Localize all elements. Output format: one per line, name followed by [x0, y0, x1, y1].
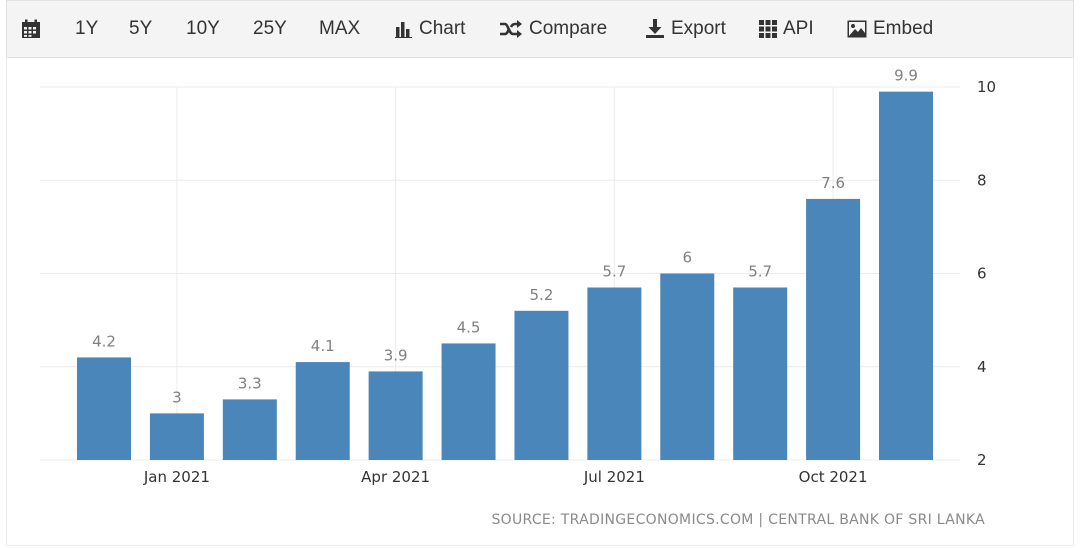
bar-series [77, 91, 933, 461]
toolbar-max-label: MAX [319, 18, 361, 39]
bar-value-label: 6 [682, 249, 692, 267]
toolbar-calendar-button[interactable] [21, 1, 41, 57]
image-icon [847, 20, 873, 38]
bar-chart-icon [395, 20, 419, 38]
chart-area: 4.2 3 3.3 4.1 3.9 4.5 5.2 5.7 6 5.7 7.6 9.9 Jan 202… [0, 58, 1080, 548]
bar[interactable] [441, 343, 496, 460]
toolbar-embed-button[interactable]: Embed [847, 1, 933, 57]
bar-value-label: 4.1 [311, 337, 335, 355]
toolbar-export-label: Export [671, 18, 726, 39]
x-tick-label: Oct 2021 [799, 468, 868, 486]
bar-value-label: 5.7 [602, 262, 626, 280]
toolbar-10y-button[interactable]: 10Y [186, 1, 220, 57]
bar-value-label: 3.9 [384, 346, 408, 364]
bar-value-label: 5.2 [530, 286, 554, 304]
calendar-icon [21, 19, 41, 39]
y-tick-label: 2 [977, 451, 987, 469]
toolbar-25y-label: 25Y [253, 18, 287, 39]
bar[interactable] [368, 371, 423, 460]
x-axis: Jan 2021 Apr 2021 Jul 2021 Oct 2021 [143, 468, 868, 486]
y-axis: 2 4 6 8 10 [977, 78, 996, 469]
bar[interactable] [295, 362, 350, 460]
shuffle-icon [499, 20, 529, 38]
bar[interactable] [222, 399, 277, 460]
y-tick-label: 6 [977, 265, 987, 283]
bar[interactable] [806, 198, 861, 460]
download-icon [645, 19, 671, 39]
bar[interactable] [514, 310, 569, 460]
y-tick-label: 8 [977, 171, 987, 189]
bar[interactable] [879, 91, 933, 460]
grid-icon [759, 20, 783, 38]
x-tick-label: Jul 2021 [583, 468, 645, 486]
toolbar-5y-label: 5Y [129, 18, 153, 39]
bar-value-label: 4.5 [457, 318, 481, 336]
toolbar-items: 1Y 5Y 10Y 25Y MAX Chart Compare Export API Embed [7, 1, 1073, 57]
bar-value-label: 5.7 [748, 262, 772, 280]
source-note: SOURCE: TRADINGECONOMICS.COM | CENTRAL B… [491, 512, 985, 528]
chart-frame [6, 58, 1074, 546]
y-tick-label: 10 [977, 78, 996, 96]
data-labels: 4.2 3 3.3 4.1 3.9 4.5 5.2 5.7 6 5.7 7.6 9.9 [92, 67, 918, 407]
bar-chart: 4.2 3 3.3 4.1 3.9 4.5 5.2 5.7 6 5.7 7.6 9.9 Jan 202… [40, 67, 996, 528]
toolbar-api-label: API [783, 18, 814, 39]
y-tick-label: 4 [977, 358, 987, 376]
toolbar-api-button[interactable]: API [759, 1, 814, 57]
x-tick-label: Jan 2021 [143, 468, 210, 486]
toolbar-1y-button[interactable]: 1Y [75, 1, 98, 57]
bar[interactable] [733, 287, 788, 460]
bar-value-label: 3 [172, 388, 182, 406]
toolbar-compare-label: Compare [529, 18, 608, 39]
toolbar-chart-button[interactable]: Chart [395, 1, 465, 57]
x-tick-label: Apr 2021 [361, 468, 430, 486]
bar[interactable] [660, 273, 715, 461]
bar-value-label: 9.9 [894, 67, 918, 85]
toolbar-10y-label: 10Y [186, 18, 220, 39]
toolbar-5y-button[interactable]: 5Y [129, 1, 152, 57]
bar[interactable] [587, 287, 642, 460]
bar-value-label: 4.2 [92, 332, 116, 350]
toolbar-25y-button[interactable]: 25Y [253, 1, 287, 57]
toolbar-compare-button[interactable]: Compare [499, 1, 607, 57]
bar-value-label: 7.6 [821, 174, 845, 192]
toolbar-chart-label: Chart [419, 18, 466, 39]
bar[interactable] [77, 357, 131, 460]
bar-value-label: 3.3 [238, 374, 262, 392]
toolbar-export-button[interactable]: Export [645, 1, 726, 57]
bar[interactable] [149, 413, 204, 460]
toolbar-1y-label: 1Y [75, 18, 99, 39]
toolbar-max-button[interactable]: MAX [319, 1, 360, 57]
toolbar-embed-label: Embed [873, 18, 934, 39]
chart-toolbar: 1Y 5Y 10Y 25Y MAX Chart Compare Export API Embed [6, 0, 1074, 58]
